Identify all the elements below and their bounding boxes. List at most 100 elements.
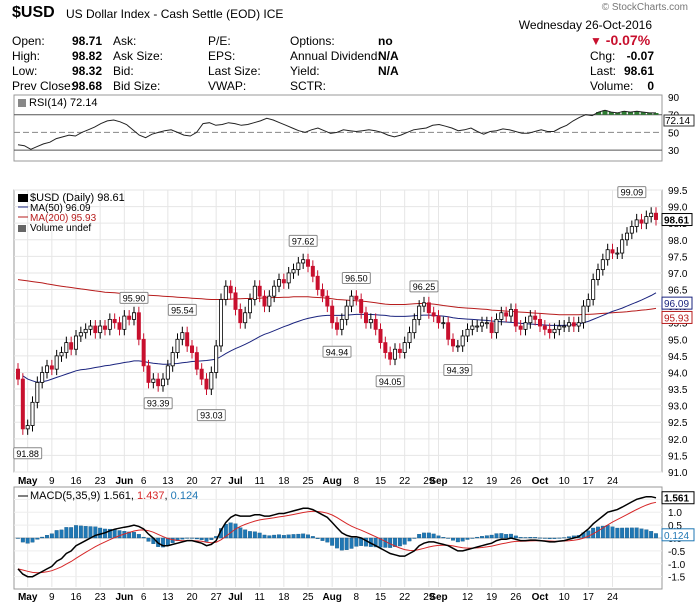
- annotation-label: 91.88: [16, 449, 39, 459]
- price-candle: [431, 306, 436, 323]
- annotation-label: 97.62: [292, 236, 315, 246]
- candle-body: [291, 269, 296, 274]
- price-candle: [69, 336, 74, 356]
- candle-body: [446, 322, 451, 340]
- annotation-label: 96.50: [345, 274, 368, 284]
- macd-histogram-bar: [552, 537, 557, 539]
- price-candle: [547, 323, 552, 339]
- macd-histogram-bar: [25, 537, 30, 544]
- macd-histogram-bar: [64, 527, 69, 539]
- price-tick-label: 93.0: [668, 402, 688, 413]
- candle-body: [301, 259, 306, 264]
- candle-body: [204, 378, 209, 390]
- annotation-label: 95.54: [171, 305, 194, 315]
- down-arrow-icon: ▼: [590, 34, 602, 48]
- ma200-legend: MA(200) 95.93: [30, 213, 97, 224]
- candle-body: [185, 332, 190, 347]
- last-ma50-box: [661, 296, 693, 310]
- price-candle: [397, 343, 402, 359]
- rsi-last-box: [663, 114, 695, 127]
- candle-body: [542, 325, 547, 330]
- x-axis-label: 18: [278, 476, 290, 487]
- price-tick-label: 95.0: [668, 335, 688, 346]
- options-value: no: [378, 34, 393, 48]
- x-axis-label: Oct: [532, 592, 549, 603]
- x-axis-label: 16: [70, 476, 82, 487]
- macd-last-hist-label: 0.124: [664, 531, 689, 542]
- price-candle: [330, 300, 335, 329]
- x-axis-label: Sep: [429, 476, 447, 487]
- price-candle: [103, 320, 108, 336]
- price-candle: [15, 363, 20, 386]
- candle-body: [654, 212, 659, 220]
- candle-body: [455, 345, 460, 348]
- macd-histogram-bar: [194, 537, 199, 540]
- macd-histogram-bar: [383, 537, 388, 548]
- macd-histogram-bar: [199, 537, 204, 540]
- macd-histogram-bar: [132, 531, 136, 539]
- macd-histogram-bar: [117, 530, 122, 539]
- candle-body: [40, 372, 45, 383]
- candle-body: [441, 322, 446, 325]
- macd-histogram-bar: [480, 536, 484, 539]
- low-value: 98.32: [71, 64, 102, 78]
- annual-dividend-value: N/A: [378, 49, 399, 63]
- rsi-tick-label: 30: [668, 146, 680, 157]
- price-candle: [78, 326, 83, 342]
- macd-histogram-bar: [518, 537, 523, 539]
- macd-histogram-bar: [301, 533, 306, 539]
- candle-body: [131, 312, 136, 320]
- candle-body: [103, 325, 108, 330]
- x-axis-label: 24: [607, 476, 619, 487]
- price-candle: [98, 320, 103, 339]
- macd-tick-label: -1.5: [668, 573, 686, 584]
- price-candle: [151, 373, 156, 389]
- price-candle: [112, 313, 117, 329]
- volume-label: Volume:: [590, 79, 634, 93]
- price-candle: [189, 339, 194, 359]
- candle-body: [470, 325, 475, 330]
- rsi-legend: RSI(14) 72.14: [29, 97, 97, 109]
- price-candle: [281, 273, 286, 289]
- macd-histogram-bar: [74, 525, 78, 539]
- candle-body: [146, 365, 151, 383]
- price-candle: [349, 290, 354, 313]
- macd-histogram-bar: [310, 536, 315, 539]
- candle-body: [392, 348, 397, 360]
- x-axis-label: 22: [399, 476, 411, 487]
- price-candle: [228, 280, 233, 299]
- candle-body: [127, 315, 132, 320]
- candle-body: [397, 348, 402, 353]
- macd-legend-sep3: ,: [165, 490, 171, 502]
- annotation-label: 94.05: [379, 377, 402, 387]
- macd-histogram-bar: [325, 537, 330, 543]
- ticker-symbol: $USD: [12, 4, 55, 21]
- price-candle: [475, 320, 480, 332]
- x-axis-label: 13: [162, 592, 174, 603]
- macd-histogram-bar: [228, 522, 233, 539]
- macd-histogram-bar: [407, 537, 412, 542]
- x-axis-label: Jul: [228, 476, 243, 487]
- macd-histogram-bar: [586, 530, 591, 539]
- annotation-box: [341, 272, 371, 285]
- x-axis-label: 22: [399, 592, 411, 603]
- x-axis-label: 17: [583, 476, 595, 487]
- volume-legend-swatch: [18, 225, 26, 232]
- candle-body: [615, 252, 620, 255]
- yield-label: Yield:: [290, 64, 320, 78]
- price-candle: [262, 290, 267, 313]
- macd-histogram-bar: [161, 537, 165, 548]
- annotation-box: [119, 291, 149, 304]
- annotation-label: 95.90: [123, 293, 146, 303]
- macd-histogram-bar: [417, 534, 422, 539]
- price-candle: [243, 306, 248, 329]
- price-candle: [446, 316, 451, 346]
- candle-body: [610, 249, 615, 254]
- x-axis-label: 29: [423, 476, 435, 487]
- price-candle: [508, 303, 513, 323]
- macd-histogram-bar: [127, 531, 132, 539]
- macd-histogram-bar: [547, 537, 552, 540]
- price-candle: [25, 419, 30, 435]
- macd-histogram-bar: [460, 537, 465, 542]
- macd-histogram-bar: [320, 537, 325, 541]
